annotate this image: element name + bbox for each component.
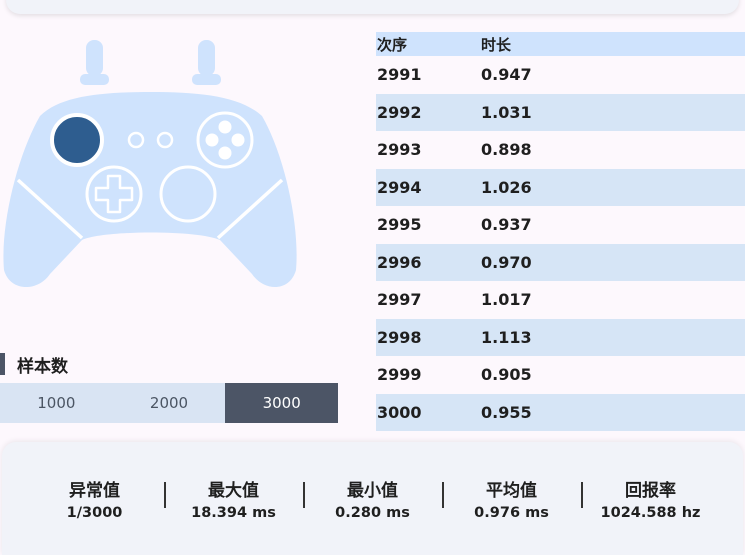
sample-option-3000[interactable]: 3000	[225, 383, 339, 423]
right-stick-icon	[159, 165, 217, 223]
stat-average: 平均值 0.976 ms	[442, 476, 581, 521]
table-row: 2991 0.947	[376, 56, 745, 94]
stat-value: 18.394 ms	[191, 505, 276, 521]
row-duration: 0.937	[481, 215, 532, 235]
table-row: 2996 0.970	[376, 243, 745, 281]
latency-table: 次序 时长 2991 0.947 2992 1.031 2993 0.898 2994…	[376, 32, 745, 431]
stat-outliers: 异常值 1/3000	[25, 476, 164, 521]
sample-option-2000[interactable]: 2000	[149, 394, 189, 412]
sample-count-heading: 样本数	[0, 352, 68, 377]
table-row: 2997 1.017	[376, 281, 745, 319]
sample-count-selector: 1000 2000 3000	[0, 383, 339, 423]
gamepad-body	[3, 92, 297, 288]
row-duration: 1.026	[481, 177, 532, 197]
face-buttons-icon	[196, 111, 254, 169]
dpad-icon	[85, 165, 143, 223]
sample-count-title: 样本数	[17, 356, 68, 377]
table-row: 2993 0.898	[376, 131, 745, 169]
stats-panel: 异常值 1/3000 最大值 18.394 ms 最小值 0.280 ms 平均…	[2, 442, 743, 555]
row-index: 2992	[377, 102, 422, 122]
stat-polling-rate: 回报率 1024.588 hz	[581, 476, 720, 521]
stat-value: 0.976 ms	[474, 505, 549, 521]
row-duration: 0.947	[481, 65, 532, 85]
row-duration: 0.898	[481, 140, 532, 160]
row-index: 2991	[377, 65, 422, 85]
left-bumper-icon	[80, 40, 109, 85]
row-index: 3000	[377, 402, 422, 422]
table-row: 3000 0.955	[376, 393, 745, 431]
table-row: 2998 1.113	[376, 318, 745, 356]
table-row: 2994 1.026	[376, 168, 745, 206]
stat-label: 最小值	[347, 481, 398, 501]
row-duration: 0.970	[481, 252, 532, 272]
column-header-duration: 时长	[481, 35, 512, 54]
stat-label: 最大值	[208, 481, 259, 501]
row-index: 2993	[377, 140, 422, 160]
stat-value: 1/3000	[66, 505, 123, 521]
stat-value: 1024.588 hz	[600, 505, 701, 521]
top-panel	[6, 0, 739, 14]
table-row: 2992 1.031	[376, 93, 745, 131]
stat-label: 异常值	[69, 481, 120, 501]
table-body: 2991 0.947 2992 1.031 2993 0.898 2994 1.026 …	[376, 56, 745, 431]
gamepad-illustration	[3, 40, 297, 288]
stat-label: 平均值	[486, 481, 537, 501]
row-duration: 1.017	[481, 290, 532, 310]
left-stick-icon	[50, 113, 104, 167]
select-button-icon	[127, 131, 145, 149]
table-row: 2995 0.937	[376, 206, 745, 244]
column-header-index: 次序	[377, 35, 408, 54]
row-index: 2994	[377, 177, 422, 197]
row-index: 2995	[377, 215, 422, 235]
stat-label: 回报率	[625, 481, 676, 501]
row-duration: 0.955	[481, 402, 532, 422]
row-duration: 0.905	[481, 365, 532, 385]
right-bumper-icon	[192, 40, 221, 85]
stat-max: 最大值 18.394 ms	[164, 476, 303, 521]
row-duration: 1.031	[481, 102, 532, 122]
table-row: 2999 0.905	[376, 356, 745, 394]
stat-min: 最小值 0.280 ms	[303, 476, 442, 521]
sample-option-1000[interactable]: 1000	[37, 394, 76, 412]
row-index: 2999	[377, 365, 422, 385]
table-header: 次序 时长	[376, 32, 745, 56]
row-duration: 1.113	[481, 327, 532, 347]
stat-value: 0.280 ms	[335, 505, 410, 521]
row-index: 2996	[377, 252, 422, 272]
heading-accent-bar	[0, 353, 5, 375]
row-index: 2998	[377, 327, 422, 347]
start-button-icon	[156, 131, 174, 149]
row-index: 2997	[377, 290, 422, 310]
